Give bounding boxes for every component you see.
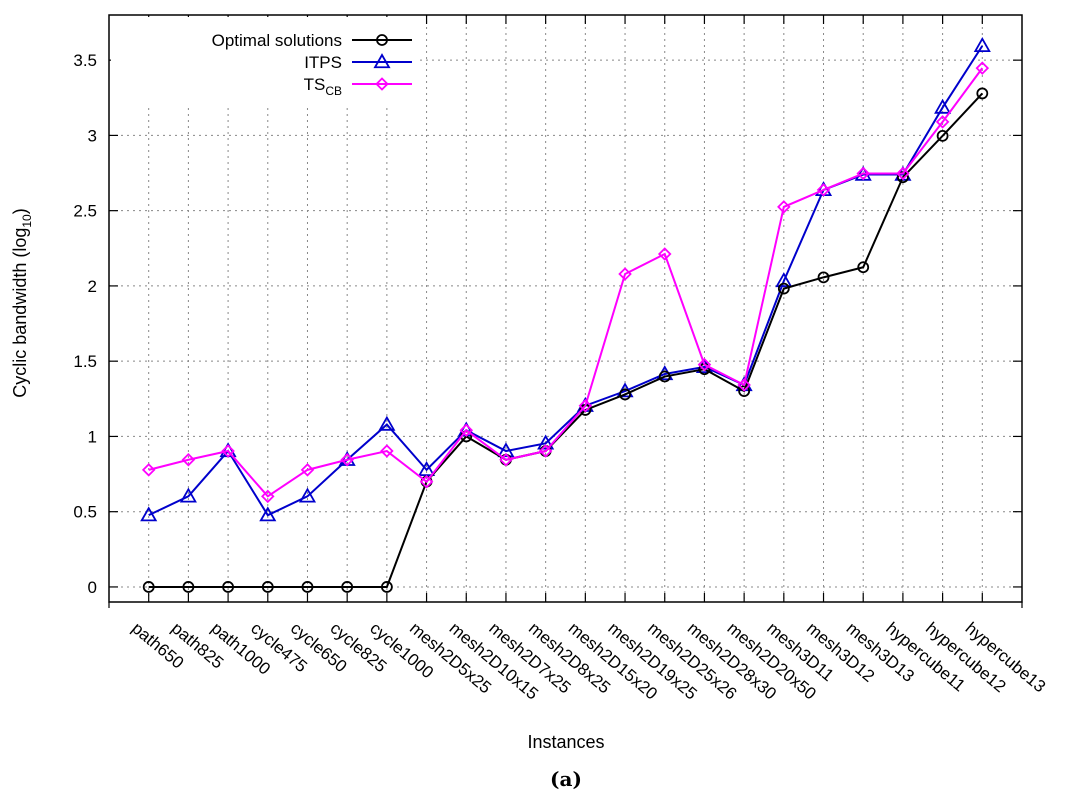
- data-point: [182, 581, 195, 593]
- data-point: [538, 444, 553, 458]
- y-tick-label: 0: [88, 578, 97, 597]
- data-point: [619, 388, 631, 401]
- legend: Optimal solutions ITPS TSCB: [111, 17, 418, 106]
- legend-label-sub: CB: [325, 84, 342, 98]
- legend-label-text: Optimal solutions: [212, 31, 342, 50]
- plot-border: [108, 14, 1023, 603]
- legend-swatch-marker: [373, 53, 391, 69]
- legend-label-text: ITPS: [304, 53, 342, 72]
- legend-label: ITPS: [304, 53, 342, 72]
- data-point: [261, 489, 275, 504]
- data-point: [179, 487, 197, 503]
- data-point: [738, 385, 751, 398]
- figure-caption: (a): [550, 767, 582, 791]
- data-point: [222, 581, 234, 593]
- grid: [109, 15, 1022, 602]
- data-point: [499, 452, 513, 467]
- data-point: [856, 166, 870, 181]
- data-point: [459, 423, 474, 438]
- series-line: [148, 92, 984, 588]
- y-tick-label: 0.5: [73, 503, 97, 522]
- data-point: [777, 200, 791, 214]
- data-point: [140, 506, 158, 522]
- data-point: [934, 98, 952, 114]
- series-ts-cb: [141, 61, 990, 504]
- series-optimal-solutions: [142, 87, 989, 593]
- data-point: [301, 581, 314, 593]
- x-axis-label: Instances: [527, 732, 604, 752]
- data-point: [259, 506, 277, 522]
- data-point: [419, 474, 434, 489]
- data-point: [775, 272, 793, 288]
- y-tick-label: 3: [88, 126, 97, 145]
- data-point: [737, 378, 751, 392]
- legend-label-text: TS: [304, 75, 326, 94]
- y-axis-label-sub: 10: [20, 214, 34, 228]
- data-point: [777, 282, 790, 295]
- legend-label: TSCB: [304, 75, 342, 98]
- data-point: [975, 61, 990, 75]
- data-point: [817, 271, 830, 284]
- data-point: [896, 166, 910, 181]
- data-point: [976, 87, 989, 100]
- y-tick-label: 3.5: [73, 51, 97, 70]
- data-point: [935, 115, 950, 129]
- y-axis-label-close: ): [10, 208, 30, 214]
- data-point: [497, 442, 515, 458]
- data-point: [380, 444, 394, 458]
- legend-label: Optimal solutions: [212, 31, 342, 50]
- data-point: [936, 129, 949, 142]
- data-point: [816, 183, 831, 197]
- data-point: [578, 398, 593, 413]
- y-axis-label-main: Cyclic bandwidth (log: [10, 228, 30, 398]
- y-tick-label: 1: [88, 427, 97, 446]
- data-point: [341, 581, 354, 593]
- data-point: [657, 247, 672, 261]
- data-point: [141, 463, 156, 477]
- legend-swatch-marker: [375, 77, 389, 91]
- data-point: [340, 452, 354, 467]
- data-point: [142, 581, 155, 593]
- data-point: [618, 267, 632, 281]
- data-point: [537, 434, 555, 450]
- data-point: [261, 581, 274, 593]
- data-point: [300, 463, 315, 477]
- data-point: [181, 452, 196, 467]
- data-point: [298, 487, 317, 503]
- data-point: [857, 261, 870, 274]
- data-point: [380, 581, 393, 593]
- y-axis-label: Cyclic bandwidth (log10): [10, 208, 34, 397]
- legend-swatch-marker: [376, 34, 388, 46]
- series-line: [148, 67, 984, 498]
- data-point: [973, 37, 991, 53]
- series-group: [140, 37, 991, 593]
- series-itps: [140, 37, 991, 522]
- data-point: [658, 370, 671, 383]
- y-tick-label: 1.5: [73, 352, 97, 371]
- data-point: [697, 357, 712, 372]
- data-point: [378, 415, 396, 431]
- y-tick-label: 2.5: [73, 202, 97, 221]
- y-tick-label: 2: [88, 277, 97, 296]
- series-line: [148, 45, 984, 517]
- data-point: [221, 444, 235, 458]
